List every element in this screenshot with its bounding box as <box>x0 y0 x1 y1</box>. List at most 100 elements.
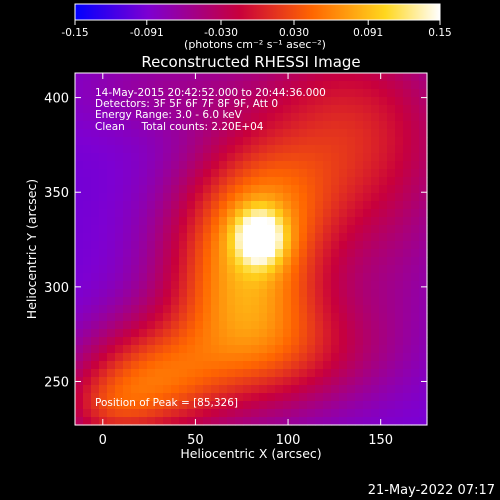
heatmap-cell <box>235 193 244 202</box>
heatmap-cell <box>107 201 116 210</box>
heatmap-cell <box>347 361 356 370</box>
heatmap-cell <box>379 345 388 354</box>
heatmap-cell <box>387 137 396 146</box>
heatmap-cell <box>283 401 292 410</box>
heatmap-cell <box>75 153 84 162</box>
heatmap-cell <box>243 249 252 258</box>
heatmap-cell <box>211 89 220 98</box>
heatmap-cell <box>259 169 268 178</box>
heatmap-cell <box>299 185 308 194</box>
heatmap-cell <box>195 201 204 210</box>
heatmap-cell <box>419 361 428 370</box>
heatmap-cell <box>155 169 164 178</box>
heatmap-cell <box>195 401 204 410</box>
heatmap-cell <box>331 89 340 98</box>
heatmap-cell <box>403 417 412 426</box>
heatmap-cell <box>315 393 324 402</box>
heatmap-cell <box>219 209 228 218</box>
heatmap-cell <box>387 153 396 162</box>
heatmap-cell <box>91 201 100 210</box>
heatmap-cell <box>251 121 260 130</box>
heatmap-cell <box>211 409 220 418</box>
heatmap-cell <box>171 337 180 346</box>
heatmap-cell <box>163 385 172 394</box>
heatmap-cell <box>91 145 100 154</box>
heatmap-cell <box>179 393 188 402</box>
heatmap-cell <box>339 385 348 394</box>
heatmap-cell <box>283 89 292 98</box>
heatmap-cell <box>163 353 172 362</box>
heatmap-cell <box>243 369 252 378</box>
heatmap-cell <box>363 209 372 218</box>
heatmap-cell <box>219 289 228 298</box>
heatmap-cell <box>387 225 396 234</box>
heatmap-cell <box>91 153 100 162</box>
heatmap-cell <box>331 161 340 170</box>
heatmap-cell <box>115 201 124 210</box>
heatmap-cell <box>331 393 340 402</box>
heatmap-cell <box>299 177 308 186</box>
heatmap-cell <box>155 409 164 418</box>
heatmap-cell <box>243 401 252 410</box>
heatmap-cell <box>267 409 276 418</box>
heatmap-cell <box>379 81 388 90</box>
heatmap-cell <box>171 113 180 122</box>
heatmap-cell <box>331 353 340 362</box>
heatmap-cell <box>115 121 124 130</box>
heatmap-cell <box>291 305 300 314</box>
heatmap-cell <box>75 209 84 218</box>
heatmap-cell <box>307 137 316 146</box>
heatmap-cell <box>91 225 100 234</box>
heatmap-cell <box>219 81 228 90</box>
heatmap-cell <box>155 281 164 290</box>
heatmap-cell <box>267 89 276 98</box>
heatmap-cell <box>171 345 180 354</box>
heatmap-cell <box>379 97 388 106</box>
heatmap-cell <box>283 129 292 138</box>
heatmap-cell <box>363 361 372 370</box>
heatmap-cell <box>243 105 252 114</box>
heatmap-cell <box>147 145 156 154</box>
heatmap-cell <box>251 401 260 410</box>
heatmap-cell <box>251 81 260 90</box>
heatmap-cell <box>91 121 100 130</box>
heatmap-cell <box>355 313 364 322</box>
heatmap-cell <box>163 369 172 378</box>
heatmap-cell <box>211 113 220 122</box>
heatmap-cell <box>131 177 140 186</box>
heatmap-cell <box>115 89 124 98</box>
heatmap-cell <box>339 113 348 122</box>
heatmap-cell <box>243 193 252 202</box>
heatmap-cell <box>307 265 316 274</box>
heatmap-cell <box>131 265 140 274</box>
heatmap-cell <box>139 161 148 170</box>
heatmap-cell <box>75 273 84 282</box>
heatmap-cell <box>339 153 348 162</box>
heatmap-cell <box>307 353 316 362</box>
heatmap-cell <box>115 161 124 170</box>
heatmap-cell <box>275 385 284 394</box>
heatmap-cell <box>307 241 316 250</box>
heatmap-cell <box>403 137 412 146</box>
heatmap-cell <box>107 161 116 170</box>
heatmap-cell <box>267 217 276 226</box>
heatmap-cell <box>219 265 228 274</box>
heatmap-cell <box>347 73 356 82</box>
heatmap-cell <box>283 169 292 178</box>
heatmap-cell <box>251 353 260 362</box>
heatmap-cell <box>307 185 316 194</box>
heatmap-cell <box>267 385 276 394</box>
heatmap-cell <box>139 257 148 266</box>
heatmap-cell <box>315 97 324 106</box>
heatmap-cell <box>155 129 164 138</box>
heatmap-cell <box>131 377 140 386</box>
heatmap-cell <box>171 81 180 90</box>
heatmap-cell <box>171 161 180 170</box>
heatmap-cell <box>403 105 412 114</box>
heatmap-cell <box>131 249 140 258</box>
heatmap-cell <box>267 369 276 378</box>
heatmap-cell <box>195 217 204 226</box>
heatmap-cell <box>243 73 252 82</box>
heatmap-cell <box>283 185 292 194</box>
heatmap-cell <box>91 233 100 242</box>
